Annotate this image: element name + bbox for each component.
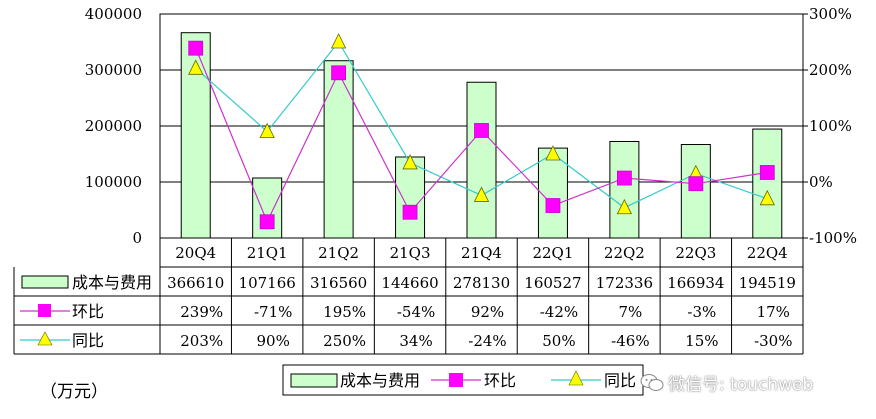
y-tick-label-right: -100%	[809, 229, 857, 247]
bar	[609, 140, 640, 239]
row-key-bar	[21, 275, 69, 289]
tongbi-marker	[402, 154, 418, 170]
y-tick-label-left: 200000	[85, 117, 142, 135]
data-label: 194519	[739, 274, 796, 292]
data-label: 166934	[667, 274, 724, 292]
tongbi-marker	[188, 59, 204, 75]
data-label: 34%	[399, 332, 432, 350]
y-tick-label-left: 0	[132, 229, 142, 247]
x-tick-label: 22Q2	[604, 244, 645, 262]
huanbi-marker	[759, 165, 775, 180]
legend-key-bar	[290, 373, 338, 388]
tongbi-marker	[759, 189, 775, 206]
x-tick-label: 21Q1	[247, 244, 288, 262]
data-label: -42%	[540, 303, 578, 321]
watermark: 微信号: touchweb	[640, 370, 813, 395]
y-tick-label-left: 100000	[85, 173, 142, 191]
data-label: 250%	[323, 332, 366, 350]
data-label: 7%	[618, 303, 642, 321]
bar	[323, 60, 354, 239]
y-tick-label-right: 200%	[809, 61, 852, 79]
data-label: 107166	[239, 274, 296, 292]
y-tick-label-right: 0%	[809, 173, 833, 191]
huanbi-marker	[545, 198, 561, 213]
data-label: -3%	[687, 303, 716, 321]
data-label: 316560	[310, 274, 367, 292]
tongbi-marker	[330, 33, 347, 49]
huanbi-marker	[688, 176, 704, 192]
data-label: 239%	[180, 303, 223, 321]
unit-label: （万元）	[40, 382, 108, 402]
data-label: 144660	[381, 274, 438, 292]
data-label: 203%	[180, 332, 223, 350]
data-label: 160527	[524, 274, 581, 292]
tongbi-marker	[259, 122, 275, 139]
y-tick-label-left: 300000	[85, 61, 142, 79]
data-label: -46%	[611, 332, 649, 350]
row-label: 同比	[72, 331, 104, 350]
x-tick-label: 22Q3	[675, 244, 716, 262]
y-tick-label-left: 400000	[85, 5, 142, 23]
row-key-marker	[37, 331, 53, 346]
x-tick-label: 21Q4	[461, 244, 502, 262]
x-tick-label: 21Q3	[390, 244, 431, 262]
bar	[680, 144, 711, 239]
wechat-icon	[640, 373, 664, 391]
huanbi-marker	[331, 65, 347, 81]
huanbi-marker	[259, 214, 275, 230]
x-tick-label: 20Q4	[175, 244, 216, 262]
row-label: 成本与费用	[72, 273, 152, 292]
huanbi-marker	[616, 170, 632, 186]
data-label: -71%	[254, 303, 292, 321]
row-label: 环比	[72, 302, 104, 321]
y-tick-label-right: 300%	[809, 5, 852, 23]
legend-label: 同比	[604, 371, 636, 390]
data-label: 15%	[685, 332, 718, 350]
data-label: -30%	[754, 332, 792, 350]
data-label: 195%	[323, 303, 366, 321]
legend-label: 环比	[484, 371, 516, 390]
tongbi-marker	[473, 186, 490, 202]
huanbi-marker	[188, 40, 204, 56]
huanbi-marker	[474, 123, 489, 138]
bar	[537, 147, 568, 239]
bar	[752, 128, 783, 239]
data-label: -24%	[468, 332, 506, 350]
data-label: 90%	[256, 332, 289, 350]
huanbi-marker	[402, 204, 418, 220]
legend-label: 成本与费用	[340, 371, 420, 390]
data-label: 278130	[453, 274, 510, 292]
x-tick-label: 21Q2	[318, 244, 359, 262]
watermark-text: 微信号: touchweb	[668, 375, 814, 395]
data-label: 92%	[471, 303, 504, 321]
y-tick-label-right: 100%	[809, 117, 852, 135]
x-tick-label: 22Q4	[747, 244, 788, 262]
data-label: 50%	[542, 332, 575, 350]
x-tick-label: 22Q1	[532, 244, 573, 262]
row-key-marker	[38, 304, 51, 317]
legend-key-marker	[568, 370, 584, 386]
data-label: -54%	[397, 303, 435, 321]
data-label: 17%	[757, 303, 790, 321]
tongbi-marker	[545, 145, 561, 161]
tongbi-marker	[616, 198, 633, 215]
data-label: 366610	[167, 274, 224, 292]
legend-key-marker	[449, 373, 463, 387]
data-label: 172336	[596, 274, 653, 292]
bar	[466, 81, 497, 239]
